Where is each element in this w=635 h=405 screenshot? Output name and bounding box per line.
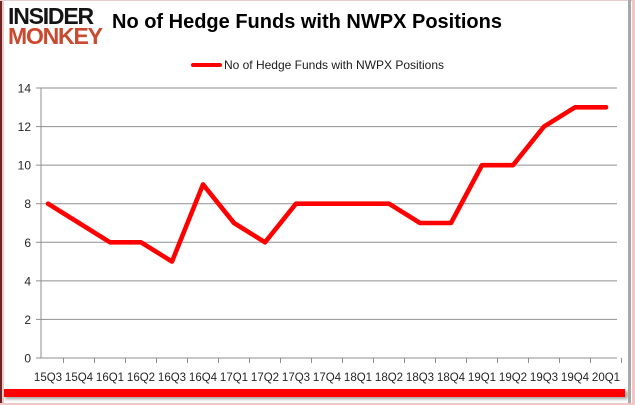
- axis-tick-label: 18Q2: [375, 372, 403, 384]
- axis-tick-label: 15Q3: [34, 372, 62, 384]
- axis-tick-label: 6: [24, 236, 31, 250]
- axis-tick-label: 20Q1: [592, 372, 620, 384]
- axis-tick-label: 0: [24, 352, 31, 366]
- frame-left-pink-edge: [2, 0, 4, 405]
- axis-tick-label: 12: [18, 120, 32, 134]
- axis-tick-label: 19Q4: [561, 372, 590, 384]
- axis-tick-label: 8: [24, 197, 31, 211]
- axis-tick-label: 17Q2: [251, 372, 279, 384]
- frame-top-edge: [0, 0, 635, 1]
- bottom-red-bar: [2, 389, 625, 397]
- axis-tick-label: 16Q2: [127, 372, 155, 384]
- legend-line-marker: [190, 63, 222, 67]
- axis-tick-label: 10: [18, 159, 32, 173]
- axis-tick-label: 18Q3: [406, 372, 434, 384]
- legend-label: No of Hedge Funds with NWPX Positions: [223, 58, 445, 72]
- frame-right-pink-edge: [632, 0, 635, 405]
- frame-left-dark-edge: [0, 0, 2, 405]
- axis-tick-label: 16Q1: [96, 372, 124, 384]
- logo-word-insider: INSIDER: [8, 3, 94, 29]
- axis-tick-label: 4: [24, 274, 31, 288]
- axis-tick-label: 19Q3: [530, 372, 558, 384]
- axis-tick-label: 16Q4: [189, 372, 218, 384]
- axis-tick-label: 19Q1: [468, 372, 496, 384]
- axis-tick-label: 18Q1: [344, 372, 372, 384]
- axis-tick-label: 16Q3: [158, 372, 186, 384]
- axis-tick-label: 2: [24, 313, 31, 327]
- axis-tick-label: 19Q2: [499, 372, 527, 384]
- insider-monkey-logo: INSIDER MONKEY: [8, 3, 103, 49]
- chart-legend: No of Hedge Funds with NWPX Positions: [0, 58, 635, 72]
- axis-tick-label: 15Q4: [65, 372, 94, 384]
- logo-word-monkey: MONKEY: [8, 23, 103, 49]
- series-line: [45, 104, 609, 264]
- chart-title: No of Hedge Funds with NWPX Positions: [112, 11, 502, 33]
- axis-tick-label: 17Q1: [220, 372, 248, 384]
- frame-bottom-pink-edge: [0, 403, 635, 405]
- axis-tick-label: 17Q4: [313, 372, 342, 384]
- frame-right-shadow-edge: [628, 0, 631, 405]
- axis-tick-label: 14: [18, 82, 32, 96]
- axis-tick-label: 17Q3: [282, 372, 310, 384]
- axis-tick-label: 18Q4: [437, 372, 466, 384]
